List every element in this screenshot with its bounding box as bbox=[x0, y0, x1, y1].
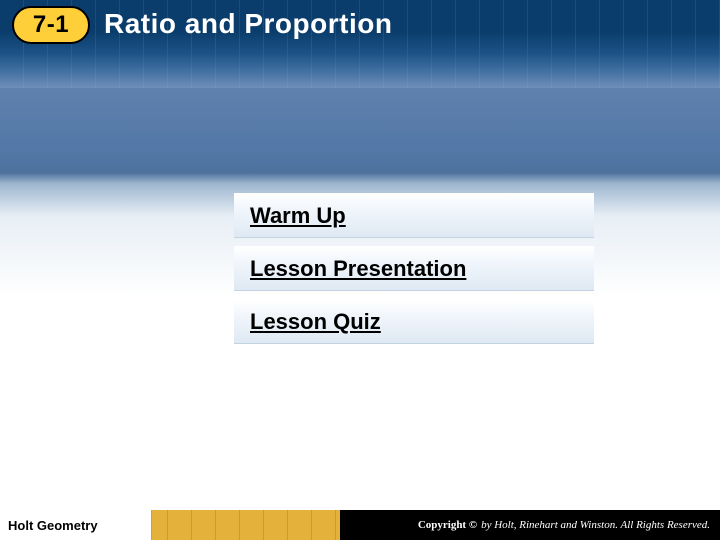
copyright-rest: by Holt, Rinehart and Winston. All Right… bbox=[481, 519, 710, 531]
page-title: Ratio and Proportion bbox=[104, 8, 392, 40]
warm-up-link[interactable]: Warm Up bbox=[250, 203, 346, 229]
title-band: 7-1 Ratio and Proportion bbox=[0, 0, 720, 88]
link-pill-warm-up[interactable]: Warm Up bbox=[234, 193, 594, 238]
footer: Holt Geometry Copyright © by Holt, Rineh… bbox=[0, 510, 720, 540]
links-area: Warm Up Lesson Presentation Lesson Quiz bbox=[234, 193, 594, 352]
title-grad-strip bbox=[0, 52, 720, 88]
footer-brand: Holt Geometry bbox=[0, 510, 152, 540]
slide-root: 7-1 Ratio and Proportion Warm Up Lesson … bbox=[0, 0, 720, 540]
lesson-quiz-link[interactable]: Lesson Quiz bbox=[250, 309, 381, 335]
footer-copyright: Copyright © by Holt, Rinehart and Winsto… bbox=[340, 510, 720, 540]
chapter-badge: 7-1 bbox=[12, 6, 90, 44]
link-pill-lesson-presentation[interactable]: Lesson Presentation bbox=[234, 246, 594, 291]
lesson-presentation-link[interactable]: Lesson Presentation bbox=[250, 256, 466, 282]
copyright-prefix: Copyright © bbox=[418, 519, 477, 531]
chapter-number: 7-1 bbox=[33, 11, 69, 39]
link-pill-lesson-quiz[interactable]: Lesson Quiz bbox=[234, 299, 594, 344]
